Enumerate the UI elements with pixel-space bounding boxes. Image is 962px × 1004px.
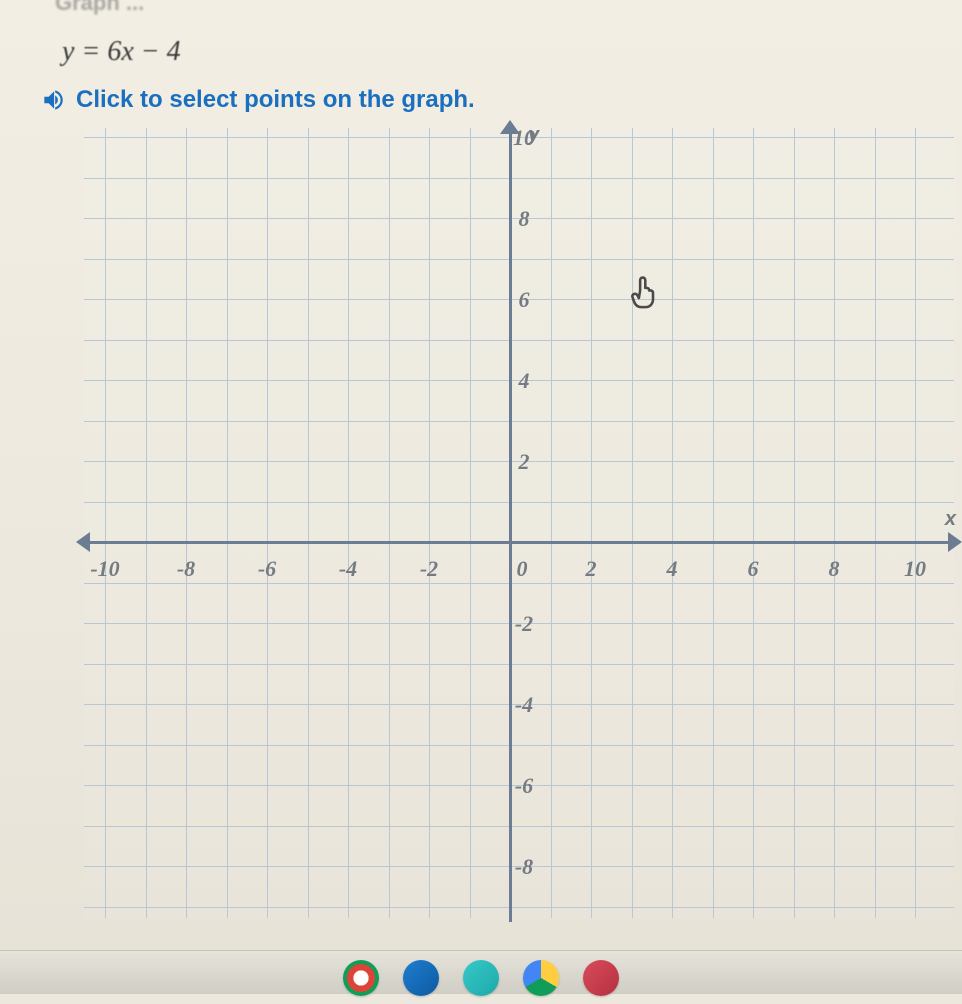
- y-tick-label: 6: [519, 287, 530, 313]
- clock-icon[interactable]: [463, 960, 499, 996]
- dock: [0, 950, 962, 994]
- x-tick-label: -6: [258, 556, 276, 582]
- grid-vertical: [551, 128, 552, 918]
- y-tick-label: 4: [519, 368, 530, 394]
- grid-horizontal: [84, 826, 954, 827]
- grid-vertical: [834, 128, 835, 918]
- coordinate-graph[interactable]: -10-8-6-4-22468100108642-2-4-6-8yx: [84, 128, 954, 918]
- x-tick-label: -4: [339, 556, 357, 582]
- grid-horizontal: [84, 421, 954, 422]
- grid-vertical: [875, 128, 876, 918]
- grid-vertical: [713, 128, 714, 918]
- x-axis: [80, 541, 958, 544]
- grid-horizontal: [84, 502, 954, 503]
- grid-horizontal: [84, 340, 954, 341]
- files-icon[interactable]: [403, 960, 439, 996]
- y-tick-label: 2: [519, 449, 530, 475]
- pointer-cursor-icon: [628, 275, 660, 311]
- y-tick-label: -6: [515, 773, 533, 799]
- grid-horizontal: [84, 178, 954, 179]
- grid-horizontal: [84, 664, 954, 665]
- grid-vertical: [389, 128, 390, 918]
- drive-icon[interactable]: [523, 960, 559, 996]
- y-tick-label: -8: [515, 854, 533, 880]
- grid-vertical: [267, 128, 268, 918]
- x-tick-label: -2: [420, 556, 438, 582]
- speaker-icon[interactable]: [40, 87, 66, 113]
- grid-vertical: [591, 128, 592, 918]
- y-tick-label: -2: [515, 611, 533, 637]
- arrow-left: [76, 532, 90, 552]
- x-tick-label: 2: [586, 556, 597, 582]
- origin-label: 0: [517, 556, 528, 582]
- equation-text: y = 6x − 4: [62, 36, 962, 68]
- grid-vertical: [915, 128, 916, 918]
- x-axis-label: x: [945, 508, 956, 531]
- x-tick-label: -10: [90, 556, 119, 582]
- grid-vertical: [794, 128, 795, 918]
- x-tick-label: 10: [904, 556, 926, 582]
- grid-horizontal: [84, 745, 954, 746]
- grid-horizontal: [84, 907, 954, 908]
- grid-vertical: [753, 128, 754, 918]
- y-axis: [509, 124, 512, 922]
- grid-horizontal: [84, 583, 954, 584]
- y-tick-label: -4: [515, 692, 533, 718]
- grid-vertical: [105, 128, 106, 918]
- grid-vertical: [348, 128, 349, 918]
- x-tick-label: 8: [829, 556, 840, 582]
- grid-vertical: [470, 128, 471, 918]
- grid-vertical: [186, 128, 187, 918]
- app-icon[interactable]: [583, 960, 619, 996]
- grid-vertical: [429, 128, 430, 918]
- grid-horizontal: [84, 259, 954, 260]
- chrome-icon[interactable]: [343, 960, 379, 996]
- header-partial: Graph ...: [55, 0, 962, 16]
- grid-vertical: [227, 128, 228, 918]
- instruction-text: Click to select points on the graph.: [76, 86, 475, 114]
- x-tick-label: -8: [177, 556, 195, 582]
- grid-vertical: [672, 128, 673, 918]
- arrow-right: [948, 532, 962, 552]
- grid-vertical: [632, 128, 633, 918]
- y-tick-label: 8: [519, 206, 530, 232]
- x-tick-label: 4: [667, 556, 678, 582]
- instruction-row: Click to select points on the graph.: [40, 86, 962, 114]
- grid-vertical: [308, 128, 309, 918]
- grid-vertical: [146, 128, 147, 918]
- y-axis-label: y: [528, 124, 539, 147]
- x-tick-label: 6: [748, 556, 759, 582]
